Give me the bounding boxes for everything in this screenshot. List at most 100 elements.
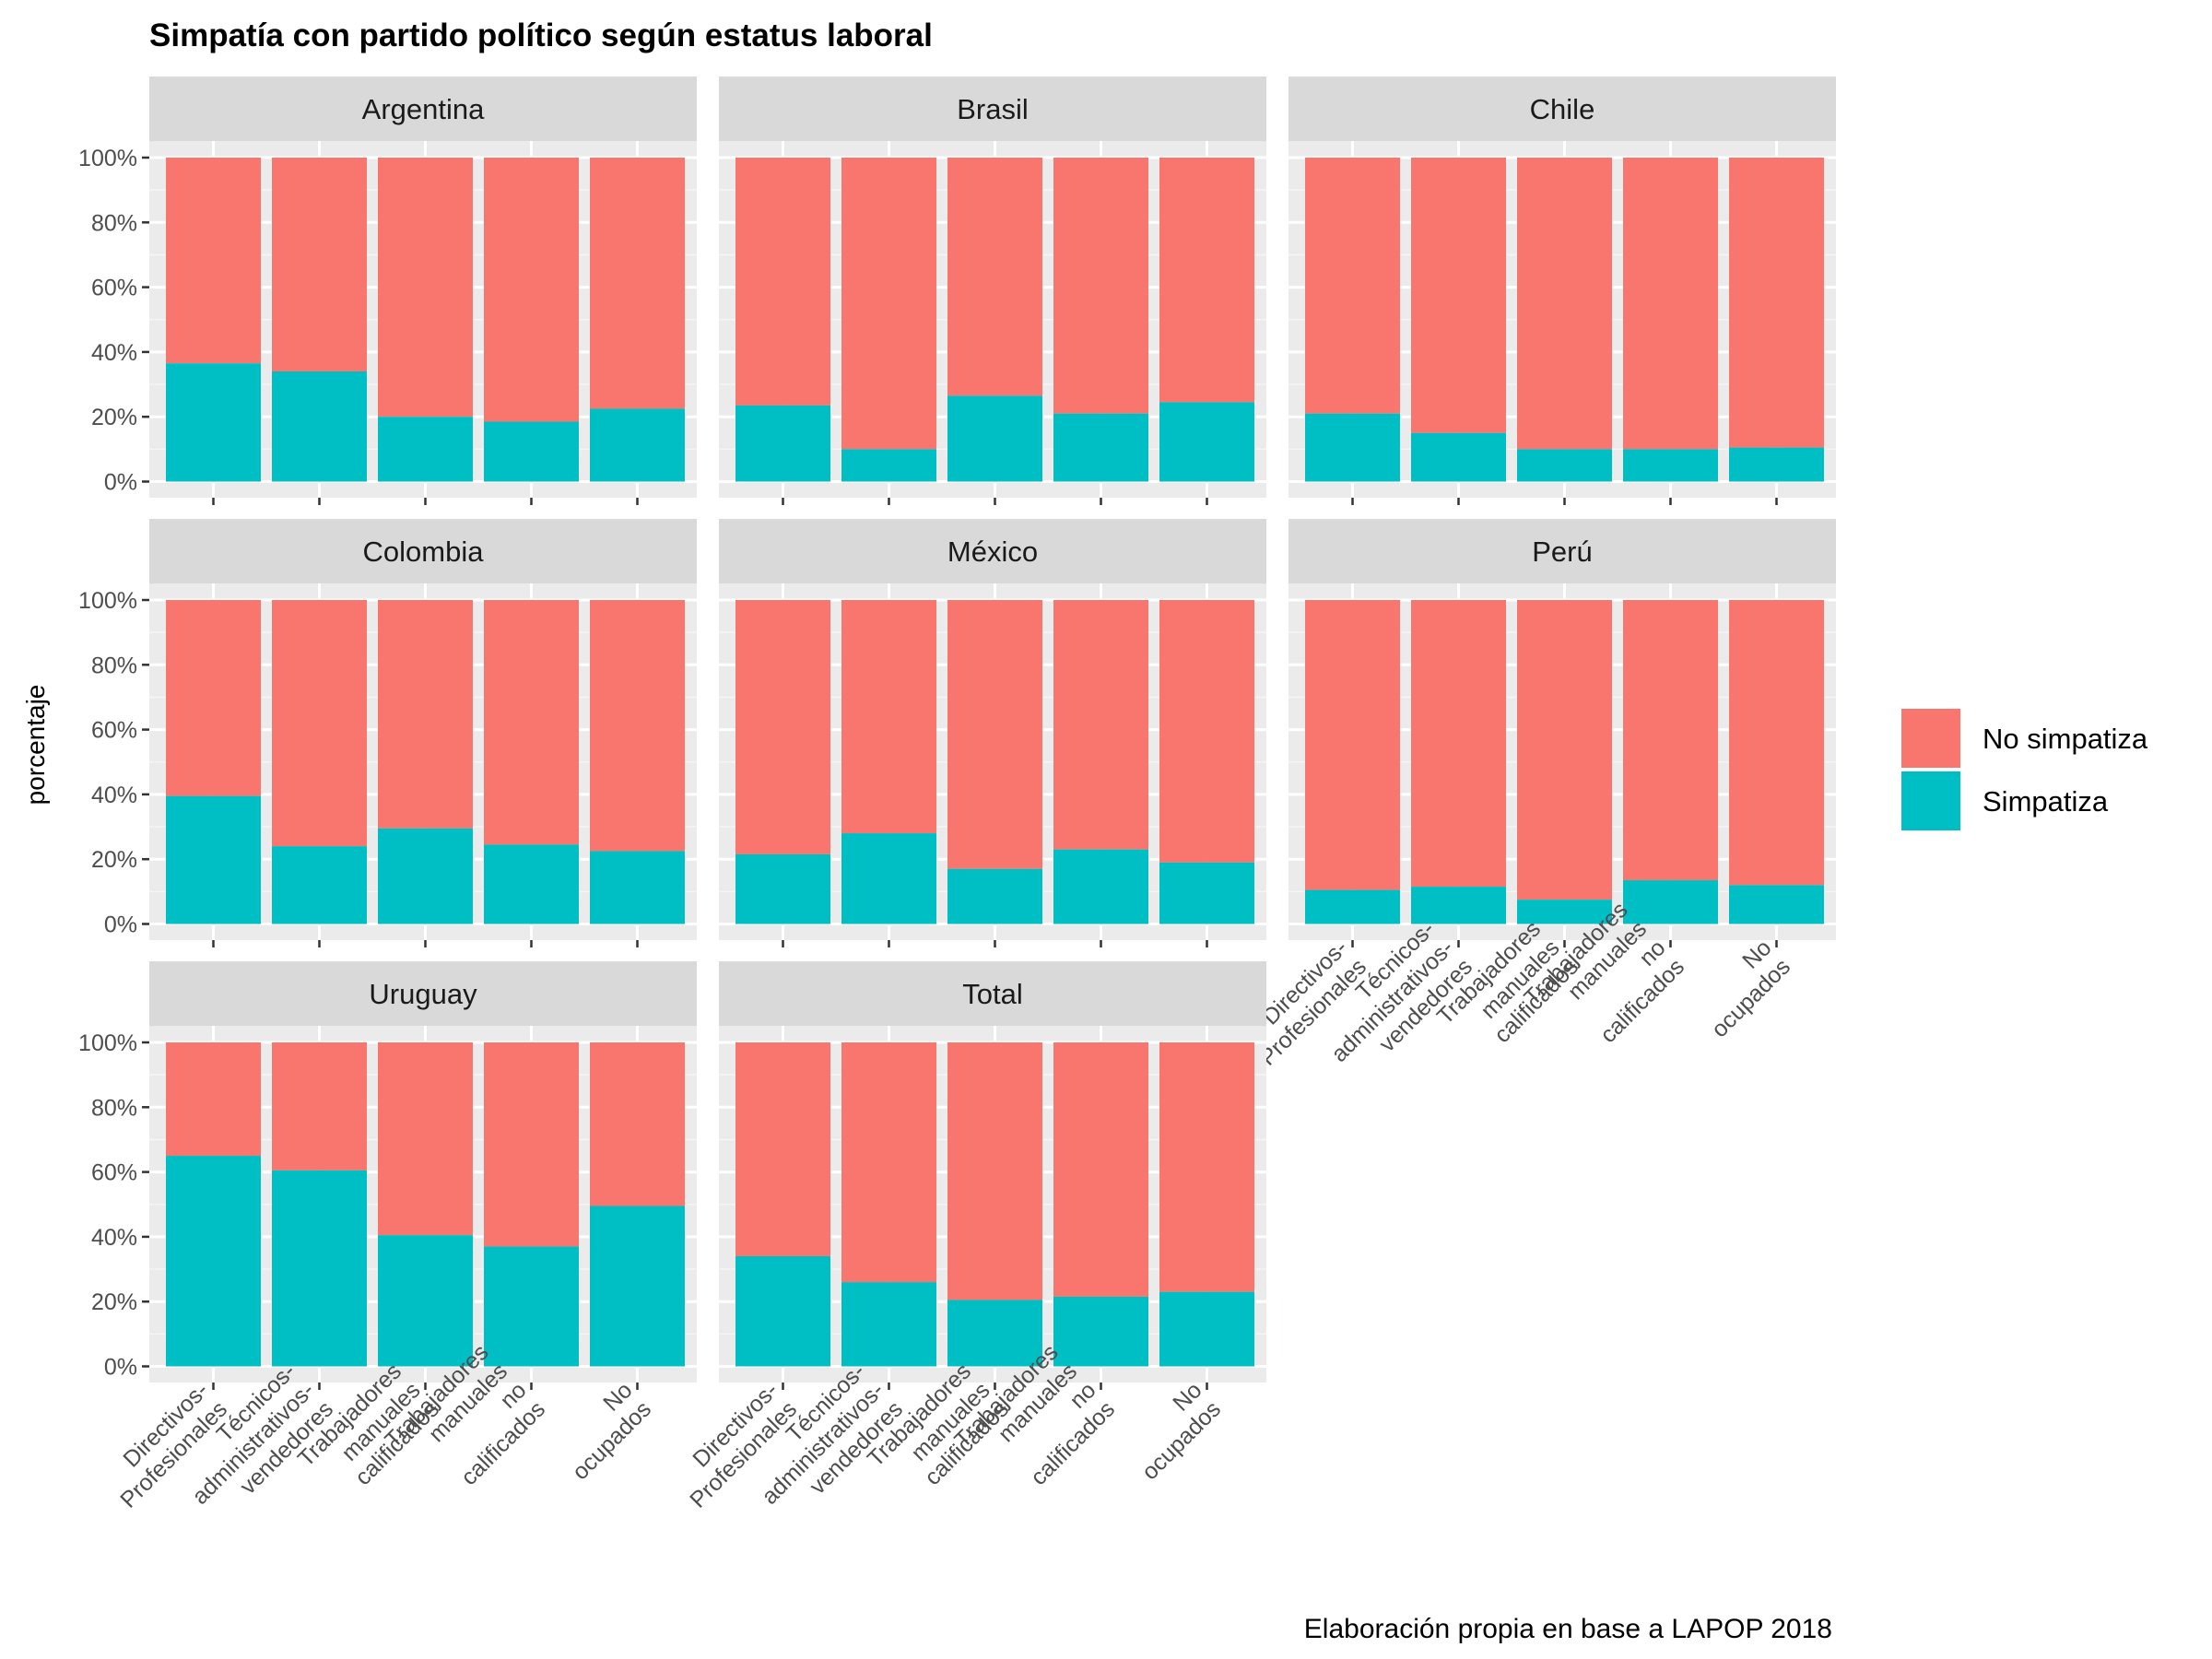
bar-simpatiza bbox=[1305, 413, 1400, 482]
legend-label: No simpatiza bbox=[1983, 723, 2148, 755]
bar-no-simpatiza bbox=[272, 600, 367, 847]
bar-simpatiza bbox=[735, 405, 830, 482]
bar-simpatiza bbox=[1159, 862, 1254, 924]
bar-simpatiza bbox=[947, 868, 1042, 924]
facet-strip bbox=[719, 961, 1266, 1026]
bar-simpatiza bbox=[841, 1282, 936, 1367]
bar-no-simpatiza bbox=[947, 1042, 1042, 1300]
y-tick-label: 0% bbox=[104, 912, 137, 938]
bar-simpatiza bbox=[1159, 402, 1254, 482]
facet-strip-label: México bbox=[947, 535, 1038, 568]
bar-no-simpatiza bbox=[590, 158, 685, 409]
bar-simpatiza bbox=[1053, 849, 1148, 924]
bar-no-simpatiza bbox=[841, 600, 936, 834]
bar-no-simpatiza bbox=[378, 1042, 473, 1236]
facet-panels: Argentina 0% 20% 40% 60% 80% 100% Brasil Chile Co… bbox=[78, 76, 1836, 1513]
bar-no-simpatiza bbox=[947, 600, 1042, 869]
bar-simpatiza bbox=[1411, 887, 1506, 924]
bar-simpatiza bbox=[272, 371, 367, 482]
bar-no-simpatiza bbox=[272, 1042, 367, 1171]
facet-panel-0: Argentina 0% 20% 40% 60% 80% 100% bbox=[78, 76, 697, 505]
bar-no-simpatiza bbox=[166, 600, 261, 796]
y-tick-label: 100% bbox=[78, 146, 137, 171]
y-tick-label: 80% bbox=[91, 653, 137, 678]
bar-no-simpatiza bbox=[590, 600, 685, 852]
bar-no-simpatiza bbox=[484, 158, 579, 422]
bar-simpatiza bbox=[590, 851, 685, 924]
facet-strip bbox=[149, 519, 697, 583]
facet-strip bbox=[719, 519, 1266, 583]
bar-no-simpatiza bbox=[735, 600, 830, 854]
bar-simpatiza bbox=[378, 417, 473, 482]
bar-simpatiza bbox=[166, 1156, 261, 1367]
bar-simpatiza bbox=[1729, 885, 1824, 924]
bar-simpatiza bbox=[1623, 449, 1718, 482]
y-tick-label: 80% bbox=[91, 210, 137, 236]
bar-simpatiza bbox=[1517, 449, 1612, 482]
chart-caption: Elaboración propia en base a LAPOP 2018 bbox=[1304, 1614, 1832, 1644]
y-tick-label: 40% bbox=[91, 1225, 137, 1251]
facet-strip-label: Argentina bbox=[362, 93, 485, 125]
bar-simpatiza bbox=[166, 363, 261, 482]
facet-strip bbox=[1288, 519, 1836, 583]
bar-no-simpatiza bbox=[1517, 158, 1612, 450]
bar-no-simpatiza bbox=[166, 1042, 261, 1157]
bar-no-simpatiza bbox=[1053, 1042, 1148, 1297]
y-tick-label: 100% bbox=[78, 1030, 137, 1056]
bar-simpatiza bbox=[1517, 900, 1612, 924]
bar-no-simpatiza bbox=[484, 1042, 579, 1247]
bar-no-simpatiza bbox=[1159, 600, 1254, 863]
bar-simpatiza bbox=[378, 828, 473, 924]
bar-simpatiza bbox=[272, 846, 367, 924]
facet-strip-label: Colombia bbox=[363, 535, 485, 568]
bar-simpatiza bbox=[590, 408, 685, 482]
bar-no-simpatiza bbox=[1623, 600, 1718, 881]
y-tick-label: 60% bbox=[91, 1160, 137, 1186]
bar-no-simpatiza bbox=[735, 158, 830, 406]
legend-key bbox=[1900, 770, 1962, 832]
bar-no-simpatiza bbox=[166, 158, 261, 364]
bar-simpatiza bbox=[947, 395, 1042, 482]
facet-panel-1: Brasil bbox=[719, 76, 1266, 505]
bar-simpatiza bbox=[1623, 880, 1718, 924]
bar-simpatiza bbox=[166, 795, 261, 924]
bar-simpatiza bbox=[1729, 447, 1824, 482]
bar-no-simpatiza bbox=[1305, 600, 1400, 890]
bar-no-simpatiza bbox=[1053, 158, 1148, 414]
bar-simpatiza bbox=[947, 1300, 1042, 1367]
bar-no-simpatiza bbox=[1305, 158, 1400, 414]
facet-strip-label: Uruguay bbox=[369, 978, 477, 1010]
y-axis-label: porcentaje bbox=[21, 685, 50, 806]
bar-simpatiza bbox=[735, 853, 830, 924]
facet-strip bbox=[1288, 76, 1836, 141]
facet-strip-label: Chile bbox=[1530, 93, 1595, 125]
y-tick-label: 20% bbox=[91, 847, 137, 873]
y-tick-label: 0% bbox=[104, 470, 137, 496]
bar-no-simpatiza bbox=[1411, 600, 1506, 888]
legend: No simpatiza Simpatiza bbox=[1900, 707, 2148, 832]
bar-simpatiza bbox=[841, 833, 936, 924]
bar-no-simpatiza bbox=[1053, 600, 1148, 850]
chart-title: Simpatía con partido político según esta… bbox=[149, 18, 933, 53]
bar-simpatiza bbox=[1053, 413, 1148, 482]
legend-key bbox=[1900, 707, 1962, 770]
y-tick-label: 100% bbox=[78, 588, 137, 614]
y-tick-label: 40% bbox=[91, 340, 137, 366]
bar-simpatiza bbox=[484, 1246, 579, 1367]
bar-no-simpatiza bbox=[272, 158, 367, 371]
y-tick-label: 60% bbox=[91, 276, 137, 301]
facet-strip-label: Total bbox=[962, 978, 1022, 1010]
facet-panel-2: Chile bbox=[1288, 76, 1836, 505]
bar-simpatiza bbox=[1411, 432, 1506, 482]
bar-no-simpatiza bbox=[590, 1042, 685, 1206]
bar-simpatiza bbox=[272, 1170, 367, 1367]
bar-no-simpatiza bbox=[484, 600, 579, 845]
y-tick-label: 20% bbox=[91, 1289, 137, 1315]
bar-no-simpatiza bbox=[735, 1042, 830, 1256]
bar-simpatiza bbox=[1305, 889, 1400, 924]
bar-no-simpatiza bbox=[947, 158, 1042, 396]
bar-no-simpatiza bbox=[1159, 1042, 1254, 1292]
facet-strip-label: Perú bbox=[1532, 535, 1592, 568]
facet-strip bbox=[149, 76, 697, 141]
